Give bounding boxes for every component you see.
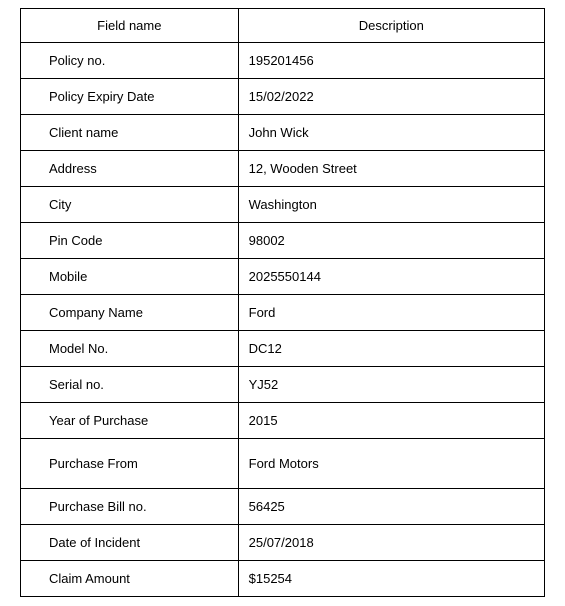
description-cell: $15254 [238,561,544,597]
field-name-cell: Year of Purchase [21,403,239,439]
field-name-cell: Model No. [21,331,239,367]
table-row: Pin Code98002 [21,223,545,259]
header-field-name: Field name [21,9,239,43]
description-cell: 15/02/2022 [238,79,544,115]
table-row: Policy no.195201456 [21,43,545,79]
field-name-cell: Pin Code [21,223,239,259]
table-row: Purchase FromFord Motors [21,439,545,489]
description-cell: 98002 [238,223,544,259]
description-cell: DC12 [238,331,544,367]
header-description: Description [238,9,544,43]
field-name-cell: City [21,187,239,223]
table-row: Claim Amount$15254 [21,561,545,597]
description-cell: 2015 [238,403,544,439]
field-name-cell: Purchase From [21,439,239,489]
policy-details-table: Field name Description Policy no.1952014… [20,8,545,597]
table-header-row: Field name Description [21,9,545,43]
field-name-cell: Company Name [21,295,239,331]
description-cell: YJ52 [238,367,544,403]
table-row: Policy Expiry Date15/02/2022 [21,79,545,115]
table-row: Client nameJohn Wick [21,115,545,151]
description-cell: 195201456 [238,43,544,79]
description-cell: 56425 [238,489,544,525]
description-cell: John Wick [238,115,544,151]
field-name-cell: Purchase Bill no. [21,489,239,525]
table-row: Mobile2025550144 [21,259,545,295]
description-cell: Washington [238,187,544,223]
field-name-cell: Claim Amount [21,561,239,597]
field-name-cell: Address [21,151,239,187]
table-body: Policy no.195201456Policy Expiry Date15/… [21,43,545,597]
description-cell: Ford [238,295,544,331]
table-row: CityWashington [21,187,545,223]
description-cell: 25/07/2018 [238,525,544,561]
table-row: Model No.DC12 [21,331,545,367]
table-row: Serial no.YJ52 [21,367,545,403]
field-name-cell: Policy no. [21,43,239,79]
field-name-cell: Date of Incident [21,525,239,561]
table-row: Year of Purchase2015 [21,403,545,439]
field-name-cell: Serial no. [21,367,239,403]
description-cell: Ford Motors [238,439,544,489]
field-name-cell: Mobile [21,259,239,295]
field-name-cell: Policy Expiry Date [21,79,239,115]
description-cell: 2025550144 [238,259,544,295]
description-cell: 12, Wooden Street [238,151,544,187]
table-row: Address12, Wooden Street [21,151,545,187]
table-row: Company NameFord [21,295,545,331]
table-row: Purchase Bill no.56425 [21,489,545,525]
table-row: Date of Incident25/07/2018 [21,525,545,561]
field-name-cell: Client name [21,115,239,151]
